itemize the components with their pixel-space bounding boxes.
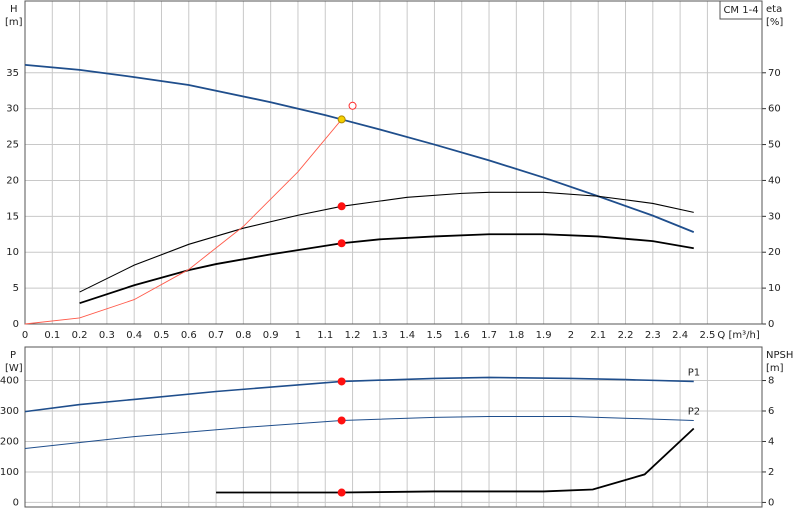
y2-tick-label: 8 xyxy=(768,376,774,387)
x-tick-label: 2.1 xyxy=(590,330,606,341)
y-tick-label: 300 xyxy=(0,406,19,417)
series-line xyxy=(79,233,694,305)
plot-frame xyxy=(24,346,763,508)
x-tick-label: 1 xyxy=(295,330,301,341)
x-tick-label: 1.7 xyxy=(481,330,497,341)
y-axis-unit: [W] xyxy=(5,363,23,374)
y-tick-label: 30 xyxy=(6,104,19,115)
y2-tick-label: 0 xyxy=(768,319,774,330)
y2-tick-label: 40 xyxy=(768,175,781,186)
x-tick-label: 2.5 xyxy=(699,330,715,341)
series-line xyxy=(216,427,695,494)
y-tick-label: 10 xyxy=(6,247,19,258)
y-tick-label: 15 xyxy=(6,211,19,222)
y2-tick-label: 6 xyxy=(768,406,774,417)
label-box xyxy=(719,0,763,20)
x-tick-label: 0.3 xyxy=(99,330,115,341)
marker xyxy=(337,377,346,386)
x-tick-label: 1.4 xyxy=(399,330,415,341)
y-tick-label: 5 xyxy=(13,283,19,294)
y-tick-label: 400 xyxy=(0,376,19,387)
x-tick-label: 1.1 xyxy=(317,330,333,341)
y-axis-label: P xyxy=(10,350,16,361)
y-axis-label: H xyxy=(10,4,18,15)
x-tick-label: 1.2 xyxy=(345,330,361,341)
y2-axis-label: eta xyxy=(766,4,782,15)
x-tick-label: 0.6 xyxy=(181,330,197,341)
series-label: P2 xyxy=(688,406,700,417)
marker xyxy=(337,416,346,425)
marker xyxy=(348,101,357,110)
x-tick-label: 0.8 xyxy=(235,330,251,341)
x-tick-label: 1.5 xyxy=(426,330,442,341)
x-tick-label: 1.8 xyxy=(508,330,524,341)
x-tick-label: 0.7 xyxy=(208,330,224,341)
marker xyxy=(337,488,346,497)
x-tick-label: 1.3 xyxy=(372,330,388,341)
y2-tick-label: 4 xyxy=(768,436,774,447)
x-tick-label: 0.2 xyxy=(72,330,88,341)
x-axis-label: Q [m³/h] xyxy=(717,330,759,341)
marker xyxy=(337,115,346,124)
y2-tick-label: 50 xyxy=(768,140,781,151)
y2-axis-unit: [%] xyxy=(766,17,783,28)
x-tick-label: 2 xyxy=(568,330,574,341)
y-tick-label: 20 xyxy=(6,175,19,186)
y2-tick-label: 20 xyxy=(768,247,781,258)
x-tick-label: 0.4 xyxy=(126,330,142,341)
x-tick-label: 0.5 xyxy=(154,330,170,341)
x-tick-label: 1.9 xyxy=(536,330,552,341)
y-tick-label: 25 xyxy=(6,140,19,151)
marker xyxy=(337,239,346,248)
x-tick-label: 2.2 xyxy=(618,330,634,341)
y-axis-unit: [m] xyxy=(5,17,23,28)
series-line xyxy=(24,63,695,233)
y-tick-label: 0 xyxy=(13,319,19,330)
marker xyxy=(337,202,346,211)
series-line xyxy=(24,376,694,413)
y2-tick-label: 2 xyxy=(768,467,774,478)
plot-frame xyxy=(24,0,763,325)
y2-axis-label: NPSH xyxy=(766,350,793,361)
y2-tick-label: 10 xyxy=(768,283,781,294)
x-tick-label: 0.1 xyxy=(44,330,60,341)
series-line xyxy=(24,119,342,325)
series-line xyxy=(79,191,694,293)
y-tick-label: 100 xyxy=(0,467,19,478)
y2-tick-label: 60 xyxy=(768,104,781,115)
x-tick-label: 1.6 xyxy=(454,330,470,341)
y2-tick-label: 70 xyxy=(768,68,781,79)
series-label: P1 xyxy=(688,367,700,378)
y-tick-label: 35 xyxy=(6,68,19,79)
y-tick-label: 200 xyxy=(0,436,19,447)
y2-axis-unit: [m] xyxy=(766,363,784,374)
y-tick-label: 0 xyxy=(13,497,19,508)
y2-tick-label: 0 xyxy=(768,497,774,508)
series-line xyxy=(24,415,694,449)
x-tick-label: 0.9 xyxy=(263,330,279,341)
x-tick-label: 0 xyxy=(22,330,28,341)
label-box-text: CM 1-4 xyxy=(723,5,758,16)
x-tick-label: 2.4 xyxy=(672,330,688,341)
x-tick-label: 2.3 xyxy=(645,330,661,341)
y2-tick-label: 30 xyxy=(768,211,781,222)
